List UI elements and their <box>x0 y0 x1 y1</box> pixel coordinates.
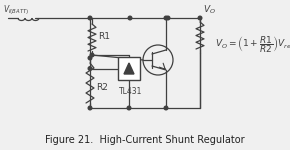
FancyBboxPatch shape <box>118 57 140 80</box>
Circle shape <box>166 16 170 20</box>
Text: R2: R2 <box>96 84 108 93</box>
Circle shape <box>128 16 132 20</box>
Circle shape <box>88 56 92 60</box>
Polygon shape <box>124 63 134 74</box>
Circle shape <box>198 16 202 20</box>
Text: $V_O$: $V_O$ <box>203 3 216 16</box>
Circle shape <box>90 53 94 57</box>
Circle shape <box>88 16 92 20</box>
Text: R1: R1 <box>98 32 110 41</box>
Text: TL431: TL431 <box>119 87 143 96</box>
Circle shape <box>88 67 92 70</box>
Text: Figure 21.  High-Current Shunt Regulator: Figure 21. High-Current Shunt Regulator <box>45 135 245 145</box>
Circle shape <box>164 16 168 20</box>
Text: $\mathit{V}_{I(BATT)}$: $\mathit{V}_{I(BATT)}$ <box>3 3 29 17</box>
Text: $V_O = \left(1 + \dfrac{R1}{R2}\right)V_{ref}$: $V_O = \left(1 + \dfrac{R1}{R2}\right)V_… <box>215 35 290 55</box>
Circle shape <box>88 106 92 110</box>
Circle shape <box>127 106 131 110</box>
Circle shape <box>164 106 168 110</box>
